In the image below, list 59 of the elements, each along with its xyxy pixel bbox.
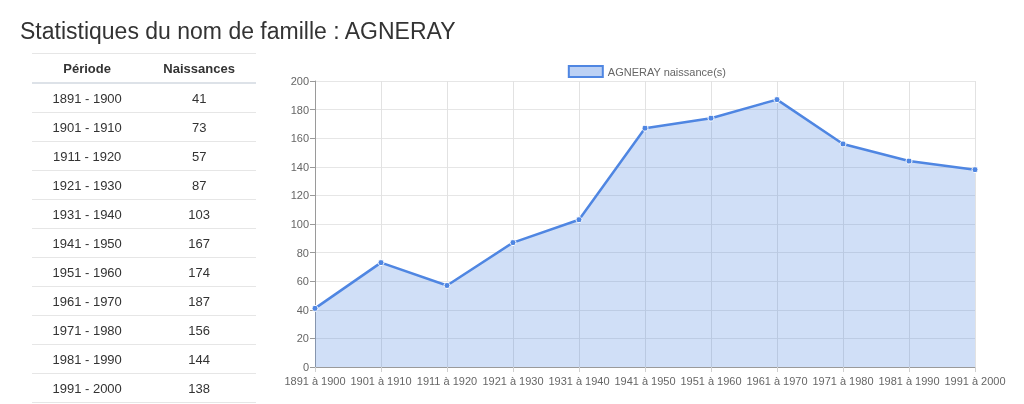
x-tick-label: 1901 à 1910 — [350, 374, 412, 387]
legend-label: AGNERAY naissance(s) — [607, 65, 727, 78]
point — [839, 140, 847, 148]
category-label: 1981 - 1990 — [32, 344, 143, 374]
y-tick-label: 160 — [290, 132, 309, 145]
category-label: 1951 - 1960 — [32, 257, 143, 287]
x-tick-label: 1991 à 2000 — [944, 374, 1006, 387]
y-tick-label: 0 — [302, 361, 309, 373]
category-label: 1991 - 2000 — [32, 373, 143, 403]
data-label: 156 — [142, 315, 256, 345]
point — [641, 124, 649, 132]
category-label: 1921 - 1930 — [32, 170, 143, 200]
y-tick-label: 60 — [296, 275, 309, 288]
data-label: 41 — [142, 83, 256, 113]
data-label: 87 — [142, 170, 256, 200]
point — [707, 114, 715, 122]
y-tick-label: 120 — [290, 189, 309, 202]
y-tick-label: 200 — [290, 75, 309, 87]
category-label: 1961 - 1970 — [32, 286, 143, 316]
x-tick-label: 1891 à 1900 — [284, 374, 346, 387]
data-label: 138 — [142, 373, 256, 403]
category-label: 1931 - 1940 — [32, 199, 143, 229]
point — [905, 157, 913, 165]
x-tick-label: 1941 à 1950 — [614, 374, 676, 387]
x-tick-label: 1981 à 1990 — [878, 374, 940, 387]
y-tick-label: 140 — [290, 160, 309, 173]
point — [773, 96, 781, 104]
point — [311, 304, 319, 312]
point — [443, 281, 451, 289]
category-label: 1901 - 1910 — [32, 112, 143, 142]
data-label: 103 — [142, 199, 256, 229]
point — [575, 216, 583, 224]
y-tick-label: 100 — [290, 218, 309, 230]
data-label: 187 — [142, 286, 256, 316]
data-label: 73 — [142, 112, 256, 142]
y-tick-label: 80 — [296, 246, 309, 259]
y-tick-label: 40 — [296, 303, 309, 316]
text: Naissances — [142, 53, 256, 83]
data-label: 174 — [142, 257, 256, 287]
point — [377, 259, 385, 267]
point — [971, 166, 979, 174]
data-label: 57 — [142, 141, 256, 171]
x-tick-label: 1911 à 1920 — [416, 374, 478, 387]
x-tick-label: 1921 à 1930 — [482, 374, 544, 387]
category-label: 1971 - 1980 — [32, 315, 143, 345]
category-label: 1941 - 1950 — [32, 228, 143, 258]
category-label: 1911 - 1920 — [32, 141, 143, 171]
x-tick-label: 1971 à 1980 — [812, 374, 874, 387]
category-label: 1891 - 1900 — [32, 83, 143, 113]
x-tick-label: 1951 à 1960 — [680, 374, 742, 387]
y-tick-label: 180 — [290, 103, 309, 116]
data-label: 144 — [142, 344, 256, 374]
text: Statistiques du nom de famille : AGNERAY — [20, 18, 456, 45]
point — [509, 239, 517, 247]
text: Période — [32, 53, 143, 83]
x-tick-label: 1931 à 1940 — [548, 374, 610, 387]
data-label: 167 — [142, 228, 256, 258]
x-tick-label: 1961 à 1970 — [746, 374, 808, 387]
y-tick-label: 20 — [296, 332, 309, 345]
